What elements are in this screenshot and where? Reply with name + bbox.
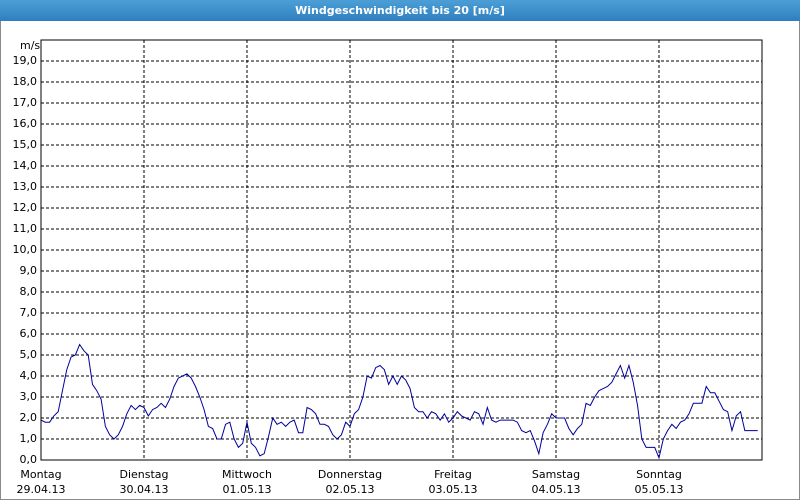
x-tick-label: Samstag	[532, 468, 580, 481]
x-tick-date: 01.05.13	[223, 483, 272, 496]
y-tick-label: 13,0	[13, 180, 38, 193]
y-tick-label: 3,0	[20, 390, 38, 403]
y-tick-label: 5,0	[20, 348, 38, 361]
x-tick-label: Donnerstag	[318, 468, 382, 481]
x-tick-date: 05.05.13	[635, 483, 684, 496]
chart-title: Windgeschwindigkeit bis 20 [m/s]	[295, 4, 505, 17]
x-tick-date: 02.05.13	[326, 483, 375, 496]
x-tick-label: Sonntag	[636, 468, 682, 481]
title-bar	[0, 0, 800, 21]
x-tick-date: 03.05.13	[429, 483, 478, 496]
y-tick-label: 16,0	[13, 117, 38, 130]
y-tick-label: 0,0	[20, 453, 38, 466]
y-tick-label: 7,0	[20, 306, 38, 319]
x-tick-date: 04.05.13	[532, 483, 581, 496]
y-tick-label: 15,0	[13, 138, 38, 151]
y-axis-label: m/s	[20, 39, 40, 52]
y-tick-label: 8,0	[20, 285, 38, 298]
x-tick-date: 30.04.13	[120, 483, 169, 496]
y-tick-label: 11,0	[13, 222, 38, 235]
y-tick-label: 9,0	[20, 264, 38, 277]
x-tick-label: Freitag	[434, 468, 472, 481]
y-tick-label: 10,0	[13, 243, 38, 256]
x-tick-date: 29.04.13	[17, 483, 66, 496]
y-tick-label: 19,0	[13, 54, 38, 67]
x-tick-label: Mittwoch	[222, 468, 272, 481]
y-tick-label: 4,0	[20, 369, 38, 382]
x-tick-label: Dienstag	[119, 468, 168, 481]
y-tick-label: 1,0	[20, 432, 38, 445]
y-tick-label: 14,0	[13, 159, 38, 172]
data-line	[40, 343, 758, 460]
x-tick-label: Montag	[20, 468, 61, 481]
y-tick-label: 2,0	[20, 411, 38, 424]
y-tick-label: 6,0	[20, 327, 38, 340]
y-tick-label: 12,0	[13, 201, 38, 214]
y-tick-label: 18,0	[13, 75, 38, 88]
y-tick-label: 17,0	[13, 96, 38, 109]
plot-border	[40, 39, 763, 461]
